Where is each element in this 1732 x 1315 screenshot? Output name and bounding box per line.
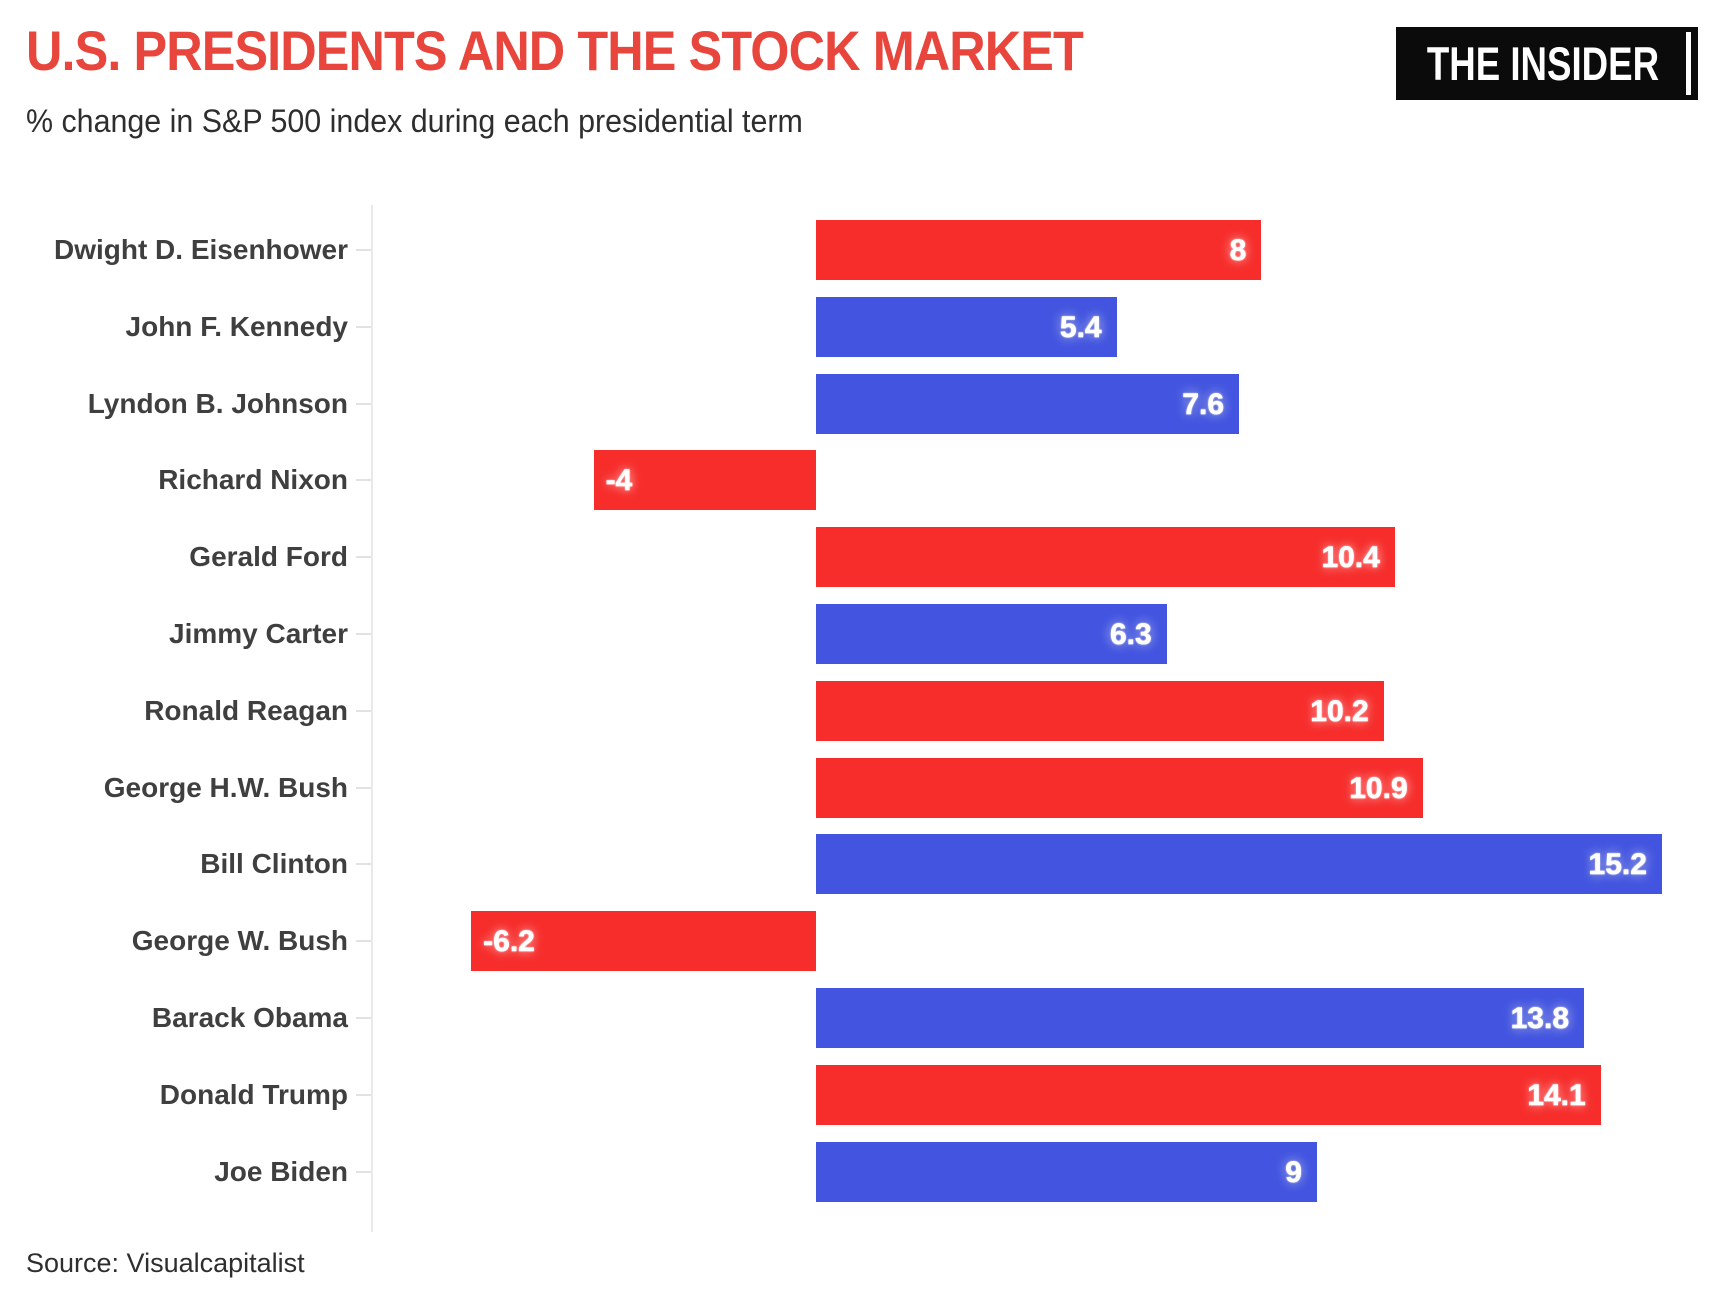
bar-value-label: 6.3 <box>1109 618 1152 652</box>
bar-value-label: 9 <box>1285 1155 1302 1189</box>
category-label: Dwight D. Eisenhower <box>53 234 348 265</box>
bar-value-label: 10.9 <box>1349 771 1408 805</box>
chart-row: Bill Clinton 15.2 <box>0 826 1732 903</box>
axis-tick <box>356 1093 371 1096</box>
bar-democrat: 7.6 <box>816 373 1240 434</box>
category-label: Joe Biden <box>214 1155 348 1187</box>
axis-tick <box>356 402 371 405</box>
bar-value-label: 10.2 <box>1310 694 1369 729</box>
bar-republican: 10.2 <box>816 680 1384 741</box>
category-label: Donald Trump <box>159 1078 348 1110</box>
bar-value-label: 15.2 <box>1588 848 1647 882</box>
bar-value-label: 8 <box>1229 234 1247 268</box>
brand-logo: THE INSIDER <box>1396 27 1698 100</box>
bar-republican: 10.4 <box>816 527 1395 588</box>
y-axis-line <box>371 205 373 1232</box>
chart-row: Donald Trump 14.1 <box>0 1057 1732 1134</box>
chart-subtitle: % change in S&P 500 index during each pr… <box>26 103 803 139</box>
category-label: George H.W. Bush <box>103 771 348 803</box>
axis-tick <box>356 1170 371 1173</box>
brand-logo-text: THE INSIDER <box>1427 37 1660 90</box>
brand-logo-stripe <box>1686 32 1691 95</box>
bar-value-label: 13.8 <box>1510 1002 1570 1036</box>
bar-republican: -4 <box>593 450 817 511</box>
chart-row: Richard Nixon -4 <box>0 442 1732 519</box>
chart-row: Dwight D. Eisenhower 8 <box>0 212 1732 289</box>
chart-row: Barack Obama 13.8 <box>0 980 1732 1057</box>
chart-row: Lyndon B. Johnson 7.6 <box>0 366 1732 443</box>
chart-row: George W. Bush -6.2 <box>0 903 1732 980</box>
chart-row: Ronald Reagan 10.2 <box>0 673 1732 750</box>
bar-value-label: -6.2 <box>483 925 535 959</box>
bar-republican: -6.2 <box>471 911 817 972</box>
bar-democrat: 9 <box>816 1141 1317 1202</box>
bar-democrat: 13.8 <box>816 988 1585 1048</box>
axis-tick <box>356 633 371 635</box>
axis-tick <box>356 249 371 251</box>
category-label: Jimmy Carter <box>169 618 348 649</box>
bar-chart: Dwight D. Eisenhower 8 John F. Kennedy 5.4 L… <box>0 205 1732 1232</box>
axis-tick <box>356 786 371 789</box>
chart-row: Jimmy Carter 6.3 <box>0 596 1732 673</box>
bar-value-label: -4 <box>605 464 633 498</box>
bar-value-label: 5.4 <box>1059 310 1102 345</box>
bar-value-label: 10.4 <box>1321 541 1380 575</box>
axis-tick <box>356 709 371 712</box>
category-label: Ronald Reagan <box>144 694 348 726</box>
category-label: Gerald Ford <box>189 541 348 573</box>
bar-democrat: 15.2 <box>816 834 1662 895</box>
axis-tick <box>356 1017 371 1019</box>
chart-row: John F. Kennedy 5.4 <box>0 289 1732 366</box>
category-label: Lyndon B. Johnson <box>87 387 348 419</box>
source-note: Source: Visualcapitalist <box>26 1248 305 1278</box>
category-label: Barack Obama <box>151 1002 348 1033</box>
bar-democrat: 5.4 <box>816 296 1117 357</box>
axis-tick <box>356 479 371 482</box>
category-label: George W. Bush <box>131 925 348 957</box>
axis-tick <box>356 863 371 866</box>
chart-row: George H.W. Bush 10.9 <box>0 750 1732 827</box>
category-label: Bill Clinton <box>200 848 348 880</box>
axis-tick <box>356 325 371 328</box>
page-title: U.S. PRESIDENTS AND THE STOCK MARKET <box>26 19 1084 82</box>
bar-republican: 10.9 <box>816 757 1423 818</box>
chart-row: Joe Biden 9 <box>0 1134 1732 1211</box>
axis-tick <box>356 940 371 943</box>
category-label: Richard Nixon <box>158 464 348 496</box>
axis-tick <box>356 556 371 559</box>
bar-republican: 8 <box>816 220 1262 280</box>
bar-value-label: 14.1 <box>1527 1078 1586 1113</box>
category-label: John F. Kennedy <box>125 310 348 342</box>
bar-democrat: 6.3 <box>816 604 1167 664</box>
chart-row: Gerald Ford 10.4 <box>0 519 1732 596</box>
bar-value-label: 7.6 <box>1182 387 1225 421</box>
bar-republican: 14.1 <box>816 1064 1601 1125</box>
